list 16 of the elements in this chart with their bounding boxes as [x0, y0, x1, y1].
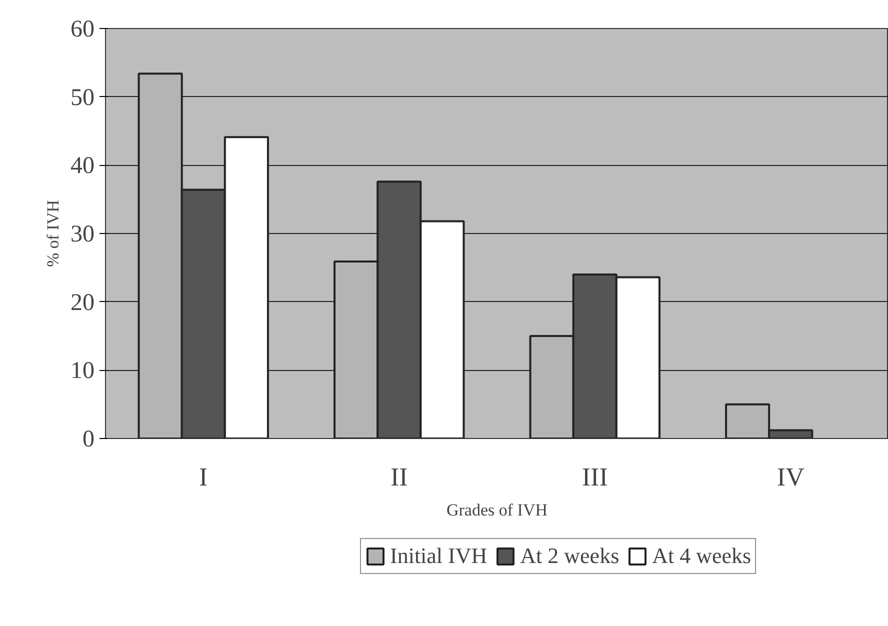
x-tick-label: II: [390, 462, 408, 492]
y-tick-label: 40: [70, 153, 94, 180]
y-axis-title: % of IVH: [44, 200, 62, 268]
legend-label: Initial IVH: [390, 543, 488, 569]
y-tick-label: 0: [82, 426, 94, 452]
y-tick-label: 30: [70, 222, 94, 248]
x-tick-label: III: [582, 462, 608, 492]
legend-label: At 2 weeks: [520, 543, 620, 569]
x-tick-label: IV: [776, 462, 805, 492]
y-tick-label: 50: [70, 84, 94, 111]
y-tick-label: 60: [70, 16, 94, 42]
y-tick-label: 20: [70, 290, 94, 316]
x-tick-label: I: [199, 462, 208, 492]
x-axis-title: Grades of IVH: [446, 500, 548, 520]
legend-label: At 4 weeks: [652, 543, 752, 569]
y-tick-label: 10: [70, 358, 94, 384]
